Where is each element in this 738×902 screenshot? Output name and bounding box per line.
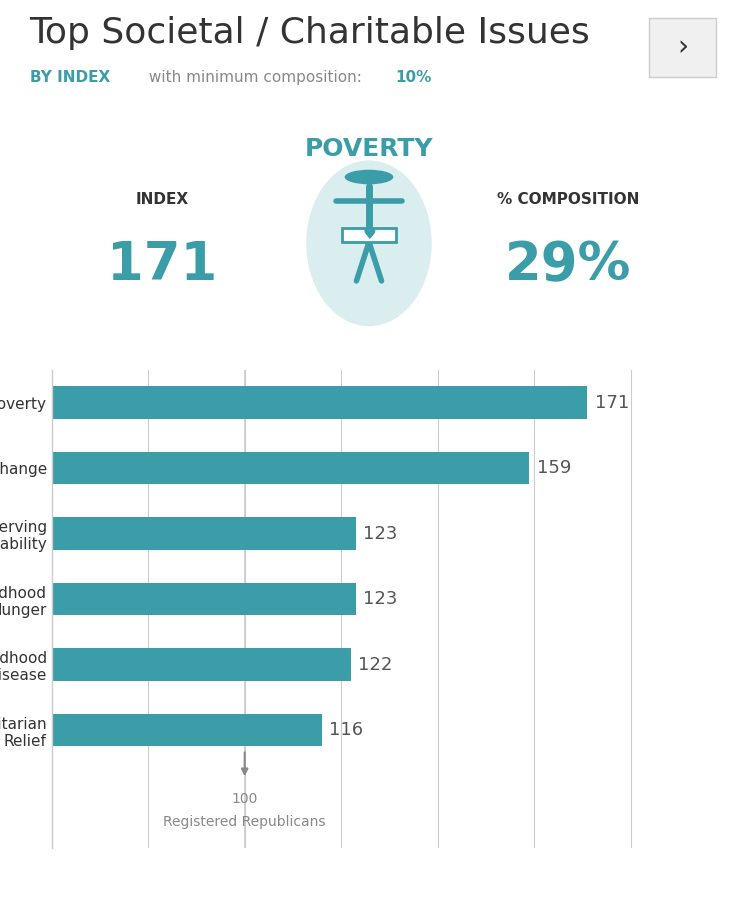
Text: 29%: 29%	[505, 239, 632, 291]
Text: 100: 100	[232, 792, 258, 806]
Text: Registered Republicans: Registered Republicans	[163, 815, 326, 829]
FancyBboxPatch shape	[342, 228, 396, 243]
Ellipse shape	[306, 161, 432, 327]
Text: 171: 171	[595, 393, 629, 411]
Text: 123: 123	[363, 590, 397, 608]
Text: 123: 123	[363, 525, 397, 542]
Bar	[0, 649, 351, 681]
Circle shape	[345, 170, 393, 184]
Text: Top Societal / Charitable Issues: Top Societal / Charitable Issues	[30, 16, 590, 51]
Text: 122: 122	[358, 656, 393, 674]
Text: POVERTY: POVERTY	[305, 137, 433, 161]
Text: % COMPOSITION: % COMPOSITION	[497, 191, 639, 207]
Text: 116: 116	[329, 721, 363, 739]
Text: 159: 159	[537, 459, 571, 477]
Text: 10%: 10%	[395, 70, 431, 86]
Text: ♥: ♥	[362, 227, 376, 242]
Text: with minimum composition:: with minimum composition:	[144, 70, 367, 86]
Text: 171: 171	[107, 239, 218, 291]
Bar	[0, 386, 587, 419]
Text: ›: ›	[677, 33, 689, 61]
Text: BY INDEX: BY INDEX	[30, 70, 110, 86]
Text: INDEX: INDEX	[136, 191, 189, 207]
Bar	[0, 452, 529, 484]
Bar	[0, 713, 322, 746]
Bar	[0, 517, 356, 550]
Bar	[0, 583, 356, 615]
